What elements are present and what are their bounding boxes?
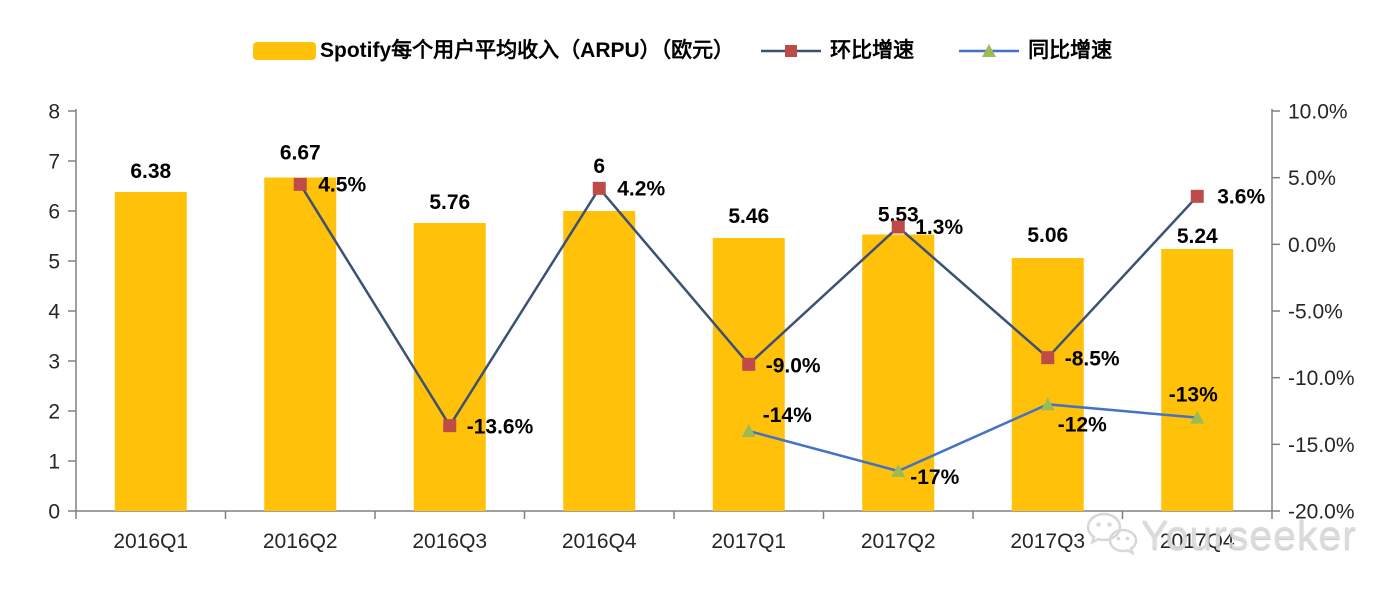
right-axis-tick-label: -5.0% [1288,301,1343,324]
legend-item-yoy: 同比增速 [958,40,1112,62]
right-axis-tick-label: -15.0% [1288,434,1355,457]
bar-value-label: 6.67 [280,142,321,165]
qoq-marker [443,419,457,433]
right-axis-tick-label: 10.0% [1288,101,1348,124]
yoy-marker [1190,410,1205,424]
qoq-marker [1041,351,1055,365]
bar [264,177,337,511]
qoq-marker [742,357,756,371]
x-axis-category-label: 2017Q1 [711,530,786,553]
line-square-swatch-icon [761,45,822,57]
right-axis-tick-label: 0.0% [1288,234,1336,257]
yoy-marker [741,424,756,437]
qoq-marker [592,181,606,195]
yoy-value-label: -12% [1058,413,1107,436]
legend-label-qoq: 环比增速 [830,39,915,62]
yoy-value-label: -14% [763,404,812,427]
qoq-value-label: 3.6% [1217,185,1265,208]
bar-value-label: 5.53 [878,204,919,227]
x-axis-category-label: 2016Q3 [412,530,487,553]
qoq-value-label: -9.0% [766,354,821,377]
left-axis-tick-label: 8 [48,101,60,124]
yoy-value-label: -13% [1169,384,1218,407]
x-axis-category-label: 2016Q1 [113,530,188,553]
left-axis-tick-label: 4 [48,301,60,324]
legend-label-yoy: 同比增速 [1028,39,1113,62]
qoq-marker [293,177,307,191]
bar [114,192,187,511]
bar-swatch-icon [253,42,316,60]
legend-item-qoq: 环比增速 [760,40,914,62]
qoq-value-label: 1.3% [915,216,963,239]
bar-value-label: 6 [593,155,605,178]
qoq-marker [891,220,905,234]
left-axis-tick-label: 3 [48,351,60,374]
x-axis-category-label: 2016Q2 [263,530,338,553]
line-triangle-swatch-icon [959,44,1020,57]
bar-value-label: 6.38 [130,160,171,183]
yoy-growth-line [748,403,1198,473]
bar [1161,249,1234,511]
qoq-marker [1190,189,1204,203]
left-axis-tick-label: 0 [48,501,60,524]
yoy-marker [891,464,906,477]
bar-value-label: 5.46 [728,205,769,228]
x-axis-category-label: 2017Q3 [1010,530,1085,553]
left-axis-tick-label: 1 [48,451,60,474]
bar-value-label: 5.06 [1027,224,1068,247]
yoy-value-label: -17% [910,466,959,489]
legend-label-arpu: Spotify每个用户平均收入（ARPU）（欧元） [320,39,735,62]
bar [563,211,636,511]
right-axis-tick-label: 5.0% [1288,167,1336,190]
bar-value-label: 5.24 [1177,225,1218,248]
bar [1011,258,1084,511]
bar [413,223,486,511]
x-axis-category-label: 2017Q4 [1160,530,1235,553]
right-axis-tick-label: -10.0% [1288,367,1355,390]
qoq-value-label: 4.2% [617,177,665,200]
left-axis-tick-label: 2 [48,401,60,424]
qoq-value-label: 4.5% [318,173,366,196]
qoq-value-label: -8.5% [1065,348,1120,371]
left-axis-tick-label: 5 [48,251,60,274]
chart-legend: Spotify每个用户平均收入（ARPU）（欧元） 环比增速 同比增速 [253,40,1112,62]
x-axis-category-label: 2016Q4 [562,530,637,553]
qoq-value-label: -13.6% [467,416,534,439]
left-axis-tick-label: 7 [48,151,60,174]
x-axis-category-label: 2017Q2 [861,530,936,553]
right-axis-tick-label: -20.0% [1288,501,1355,524]
bar-value-label: 5.76 [429,191,470,214]
yoy-marker [1040,397,1055,411]
legend-item-arpu: Spotify每个用户平均收入（ARPU）（欧元） [253,40,734,62]
bar [712,238,785,511]
left-axis-tick-label: 6 [48,201,60,224]
